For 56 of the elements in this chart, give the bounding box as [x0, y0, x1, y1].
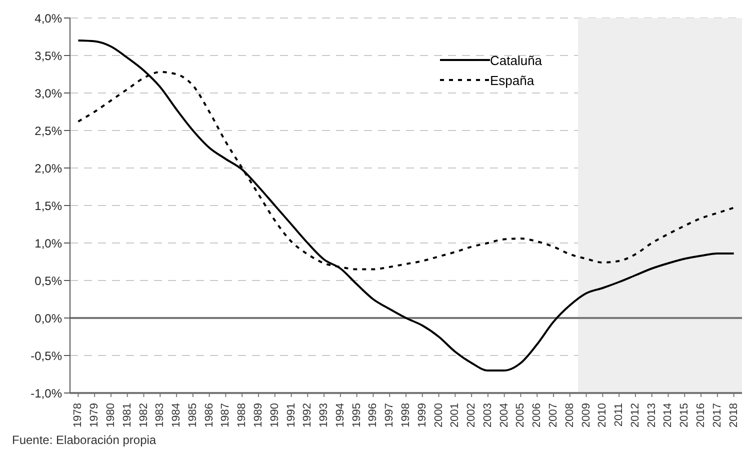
x-tick-label: 1989 [252, 403, 264, 428]
x-tick-label: 2015 [678, 403, 691, 428]
x-tick-label: 1983 [154, 403, 166, 428]
x-tick-label: 2000 [432, 403, 445, 428]
x-tick-label: 1978 [72, 403, 84, 428]
x-tick-label: 1984 [170, 403, 183, 428]
y-tick-label: 1,5% [34, 198, 62, 213]
x-tick-label: 1995 [350, 403, 363, 428]
source-note: Fuente: Elaboración propia [12, 433, 158, 447]
x-tick-label: 1986 [203, 403, 216, 428]
y-tick-label: 3,0% [34, 86, 62, 100]
x-tick-label: 2010 [596, 403, 609, 428]
x-tick-label: 1997 [384, 403, 396, 428]
y-tick-label: 2,0% [34, 161, 62, 176]
y-tick-label: 0,5% [34, 274, 62, 288]
x-tick-label: 2006 [531, 403, 544, 428]
x-tick-label: 1996 [367, 403, 380, 428]
x-tick-label: 1999 [416, 403, 428, 428]
legend-label: Cataluña [490, 52, 542, 68]
x-tick-label: 2018 [728, 403, 740, 428]
x-tick-label: 1992 [302, 403, 314, 428]
x-tick-label: 2002 [466, 403, 478, 428]
line-series [77, 40, 735, 372]
x-tick-label: 1990 [268, 403, 281, 428]
x-tick-label: 1998 [400, 403, 412, 428]
x-tick-label: 1985 [186, 403, 199, 428]
y-tick-label: -0,5% [30, 348, 62, 363]
y-tick-label: 0,0% [34, 311, 62, 326]
x-tick-label: 2012 [629, 403, 642, 428]
legend-label: España [490, 72, 534, 88]
x-tick-label: 2017 [711, 403, 724, 428]
x-tick-label: 2016 [695, 403, 708, 428]
y-tick-label: 1,0% [34, 236, 62, 250]
x-tick-label: 2008 [564, 403, 576, 428]
x-tick-label: 2005 [514, 403, 527, 428]
x-tick-label: 2004 [498, 403, 510, 428]
x-tick-label: 2001 [449, 403, 462, 428]
x-tick-label: 1987 [220, 403, 232, 428]
x-tick-label: 2011 [613, 403, 626, 427]
x-tick-label: 1980 [104, 403, 117, 428]
y-tick-label: 2,5% [34, 124, 62, 138]
x-tick-label: 2007 [548, 403, 560, 428]
x-tick-label: 1982 [138, 403, 150, 428]
x-tick-label: 1991 [285, 403, 298, 428]
x-tick-label: 2014 [662, 403, 674, 428]
y-tick-label: 3,5% [34, 48, 62, 63]
x-tick-label: 1981 [121, 403, 134, 428]
x-tick-label: 2003 [482, 403, 494, 428]
x-tick-label: 1988 [236, 403, 248, 428]
y-tick-label: 4,0% [34, 11, 62, 26]
x-tick-label: 1993 [318, 403, 330, 428]
x-tick-label: 1994 [334, 403, 346, 428]
x-tick-label: 1979 [88, 403, 101, 428]
x-tick-label: 2013 [646, 403, 658, 428]
y-tick-label: -1,0% [30, 386, 62, 400]
x-tick-label: 2009 [580, 403, 592, 428]
